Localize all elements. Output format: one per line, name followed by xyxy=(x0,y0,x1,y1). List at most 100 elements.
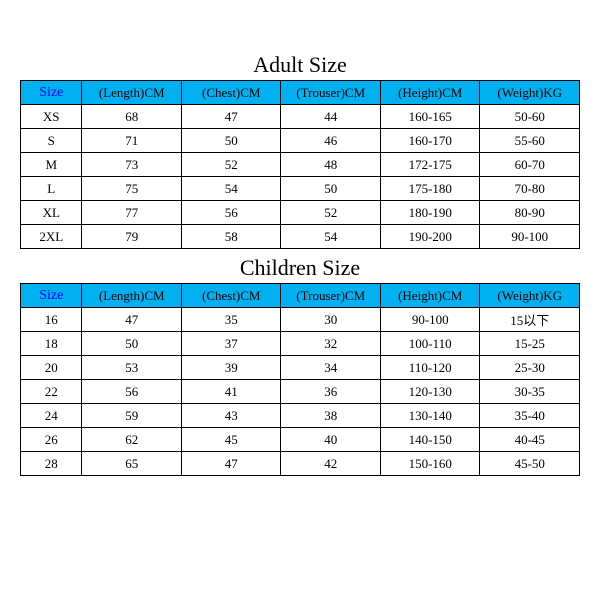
cell-chest: 58 xyxy=(181,225,281,249)
cell-length: 71 xyxy=(82,129,182,153)
cell-size: 20 xyxy=(21,356,82,380)
cell-chest: 50 xyxy=(181,129,281,153)
cell-height: 90-100 xyxy=(380,308,480,332)
col-size: Size xyxy=(21,284,82,308)
table-row: 20 53 39 34 110-120 25-30 xyxy=(21,356,580,380)
col-height: (Height)CM xyxy=(380,81,480,105)
cell-trouser: 52 xyxy=(281,201,381,225)
cell-trouser: 40 xyxy=(281,428,381,452)
cell-chest: 56 xyxy=(181,201,281,225)
cell-chest: 37 xyxy=(181,332,281,356)
table-row: XS 68 47 44 160-165 50-60 xyxy=(21,105,580,129)
cell-height: 160-165 xyxy=(380,105,480,129)
cell-trouser: 44 xyxy=(281,105,381,129)
table-row: 18 50 37 32 100-110 15-25 xyxy=(21,332,580,356)
cell-size: M xyxy=(21,153,82,177)
cell-chest: 45 xyxy=(181,428,281,452)
col-trouser: (Trouser)CM xyxy=(281,81,381,105)
cell-weight: 90-100 xyxy=(480,225,580,249)
cell-chest: 39 xyxy=(181,356,281,380)
cell-trouser: 30 xyxy=(281,308,381,332)
cell-weight: 45-50 xyxy=(480,452,580,476)
cell-size: S xyxy=(21,129,82,153)
cell-height: 110-120 xyxy=(380,356,480,380)
cell-weight: 40-45 xyxy=(480,428,580,452)
cell-weight: 15-25 xyxy=(480,332,580,356)
cell-height: 180-190 xyxy=(380,201,480,225)
table-row: 2XL 79 58 54 190-200 90-100 xyxy=(21,225,580,249)
col-weight: (Weight)KG xyxy=(480,284,580,308)
cell-weight: 70-80 xyxy=(480,177,580,201)
table-row: 24 59 43 38 130-140 35-40 xyxy=(21,404,580,428)
cell-height: 100-110 xyxy=(380,332,480,356)
cell-length: 68 xyxy=(82,105,182,129)
cell-trouser: 46 xyxy=(281,129,381,153)
cell-length: 73 xyxy=(82,153,182,177)
cell-chest: 47 xyxy=(181,452,281,476)
col-length: (Length)CM xyxy=(82,284,182,308)
cell-weight: 80-90 xyxy=(480,201,580,225)
cell-weight: 25-30 xyxy=(480,356,580,380)
cell-size: XS xyxy=(21,105,82,129)
cell-length: 79 xyxy=(82,225,182,249)
cell-trouser: 54 xyxy=(281,225,381,249)
cell-trouser: 42 xyxy=(281,452,381,476)
cell-chest: 41 xyxy=(181,380,281,404)
table-row: 26 62 45 40 140-150 40-45 xyxy=(21,428,580,452)
col-trouser: (Trouser)CM xyxy=(281,284,381,308)
table-row: 28 65 47 42 150-160 45-50 xyxy=(21,452,580,476)
cell-size: 24 xyxy=(21,404,82,428)
col-chest: (Chest)CM xyxy=(181,284,281,308)
cell-weight: 35-40 xyxy=(480,404,580,428)
cell-chest: 54 xyxy=(181,177,281,201)
cell-height: 140-150 xyxy=(380,428,480,452)
cell-height: 130-140 xyxy=(380,404,480,428)
cell-trouser: 32 xyxy=(281,332,381,356)
cell-length: 50 xyxy=(82,332,182,356)
cell-chest: 35 xyxy=(181,308,281,332)
table-header-row: Size (Length)CM (Chest)CM (Trouser)CM (H… xyxy=(21,284,580,308)
cell-size: 2XL xyxy=(21,225,82,249)
cell-weight: 50-60 xyxy=(480,105,580,129)
col-weight: (Weight)KG xyxy=(480,81,580,105)
children-size-table: Size (Length)CM (Chest)CM (Trouser)CM (H… xyxy=(20,283,580,476)
table-row: XL 77 56 52 180-190 80-90 xyxy=(21,201,580,225)
cell-height: 150-160 xyxy=(380,452,480,476)
table-row: 22 56 41 36 120-130 30-35 xyxy=(21,380,580,404)
cell-size: L xyxy=(21,177,82,201)
cell-length: 65 xyxy=(82,452,182,476)
cell-length: 62 xyxy=(82,428,182,452)
col-chest: (Chest)CM xyxy=(181,81,281,105)
cell-length: 56 xyxy=(82,380,182,404)
cell-chest: 43 xyxy=(181,404,281,428)
children-section-title: Children Size xyxy=(20,255,580,281)
col-size: Size xyxy=(21,81,82,105)
table-row: L 75 54 50 175-180 70-80 xyxy=(21,177,580,201)
table-row: S 71 50 46 160-170 55-60 xyxy=(21,129,580,153)
cell-chest: 52 xyxy=(181,153,281,177)
cell-length: 47 xyxy=(82,308,182,332)
cell-height: 172-175 xyxy=(380,153,480,177)
adult-section-title: Adult Size xyxy=(20,52,580,78)
col-height: (Height)CM xyxy=(380,284,480,308)
cell-trouser: 38 xyxy=(281,404,381,428)
cell-trouser: 36 xyxy=(281,380,381,404)
cell-trouser: 50 xyxy=(281,177,381,201)
cell-chest: 47 xyxy=(181,105,281,129)
size-chart-page: Adult Size Size (Length)CM (Chest)CM (Tr… xyxy=(0,0,600,600)
table-row: 16 47 35 30 90-100 15以下 xyxy=(21,308,580,332)
cell-length: 75 xyxy=(82,177,182,201)
cell-height: 160-170 xyxy=(380,129,480,153)
cell-weight: 55-60 xyxy=(480,129,580,153)
cell-length: 53 xyxy=(82,356,182,380)
cell-trouser: 34 xyxy=(281,356,381,380)
table-header-row: Size (Length)CM (Chest)CM (Trouser)CM (H… xyxy=(21,81,580,105)
cell-height: 175-180 xyxy=(380,177,480,201)
cell-length: 77 xyxy=(82,201,182,225)
cell-size: 28 xyxy=(21,452,82,476)
cell-weight: 60-70 xyxy=(480,153,580,177)
adult-size-table: Size (Length)CM (Chest)CM (Trouser)CM (H… xyxy=(20,80,580,249)
cell-size: 22 xyxy=(21,380,82,404)
cell-height: 120-130 xyxy=(380,380,480,404)
cell-weight: 30-35 xyxy=(480,380,580,404)
